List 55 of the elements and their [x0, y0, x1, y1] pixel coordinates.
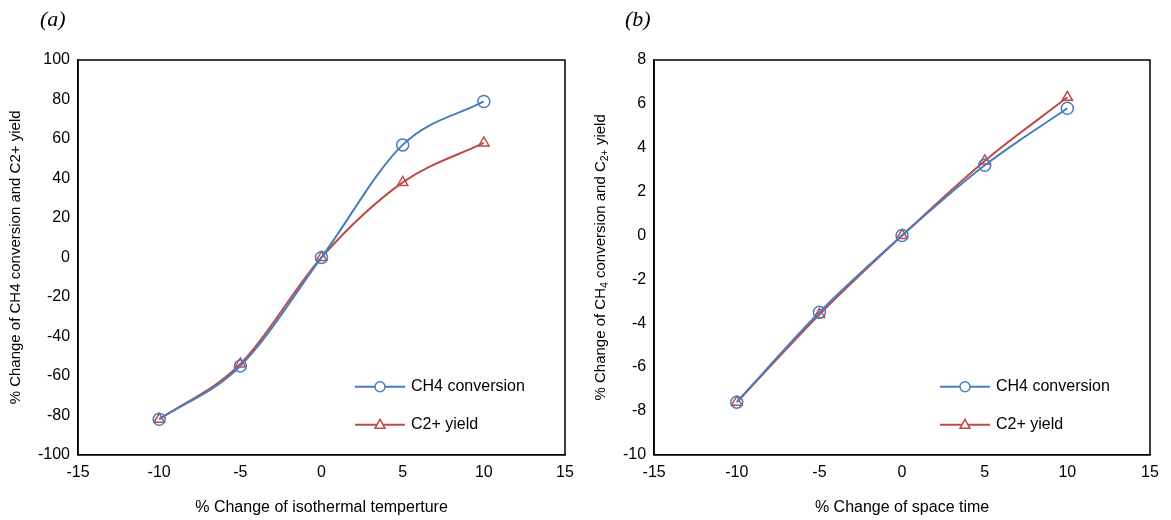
x-tick-label: 15 [556, 462, 574, 480]
x-tick-label: 5 [980, 462, 990, 480]
y-tick-label: -2 [631, 269, 647, 287]
point [234, 357, 247, 368]
x-tick-label: 0 [897, 462, 907, 480]
y-tick-label: 60 [52, 129, 71, 147]
x-tick-label: 10 [474, 462, 493, 480]
chart-title: (a) [40, 5, 66, 31]
legend-label: C2+ yield [996, 415, 1064, 433]
x-tick-label: -10 [725, 462, 749, 480]
y-tick-label: -4 [631, 313, 647, 331]
x-tick-label: 0 [317, 462, 327, 480]
point [395, 138, 410, 152]
y-tick-label: 4 [637, 138, 647, 156]
y-tick-label: 20 [52, 208, 71, 226]
y-tick-label: 8 [637, 50, 647, 68]
y-tick-label: 2 [637, 182, 647, 200]
x-tick-label: -10 [147, 462, 171, 480]
point [1061, 90, 1074, 102]
y-tick-label: -80 [46, 405, 71, 423]
x-tick-label: 5 [398, 462, 408, 480]
x-tick-label: 15 [1141, 462, 1159, 480]
y-tick-label: 0 [637, 225, 647, 243]
y-tick-label: -10 [623, 445, 647, 463]
point [396, 175, 409, 187]
point [978, 154, 991, 165]
legend-label: CH4 conversion [996, 377, 1110, 395]
point [477, 136, 490, 147]
x-axis-title: % Change of space time [814, 498, 990, 516]
y-axis-title: % Change of CH4 conversion and C2+ yield [6, 110, 24, 405]
y-tick-label: 40 [52, 168, 71, 186]
y-tick-label: -8 [631, 401, 647, 419]
legend-label: C2+ yield [411, 415, 479, 433]
point [1060, 101, 1075, 115]
x-tick-label: -5 [812, 462, 827, 480]
y-tick-label: -40 [46, 326, 71, 344]
chart-title: (b) [625, 5, 651, 31]
y-tick-label: -20 [46, 287, 71, 305]
legend-label: CH4 conversion [411, 377, 525, 395]
y-axis-title: % Change of CH4 conversion and C2+ yield [591, 114, 611, 401]
y-tick-label: -6 [631, 357, 647, 375]
point [233, 359, 248, 373]
point [977, 158, 992, 173]
y-tick-label: 80 [52, 89, 71, 107]
x-tick-label: -15 [642, 462, 666, 480]
point [477, 94, 491, 109]
x-axis-title: % Change of isothermal temperture [195, 498, 448, 516]
x-tick-label: -5 [233, 462, 248, 480]
y-tick-label: -100 [37, 445, 71, 463]
y-tick-label: 100 [43, 50, 71, 68]
x-tick-label: -15 [66, 462, 90, 480]
y-tick-label: 6 [637, 94, 647, 112]
x-tick-label: 10 [1058, 462, 1077, 480]
y-tick-label: 0 [61, 247, 71, 265]
y-tick-label: -60 [46, 366, 71, 384]
